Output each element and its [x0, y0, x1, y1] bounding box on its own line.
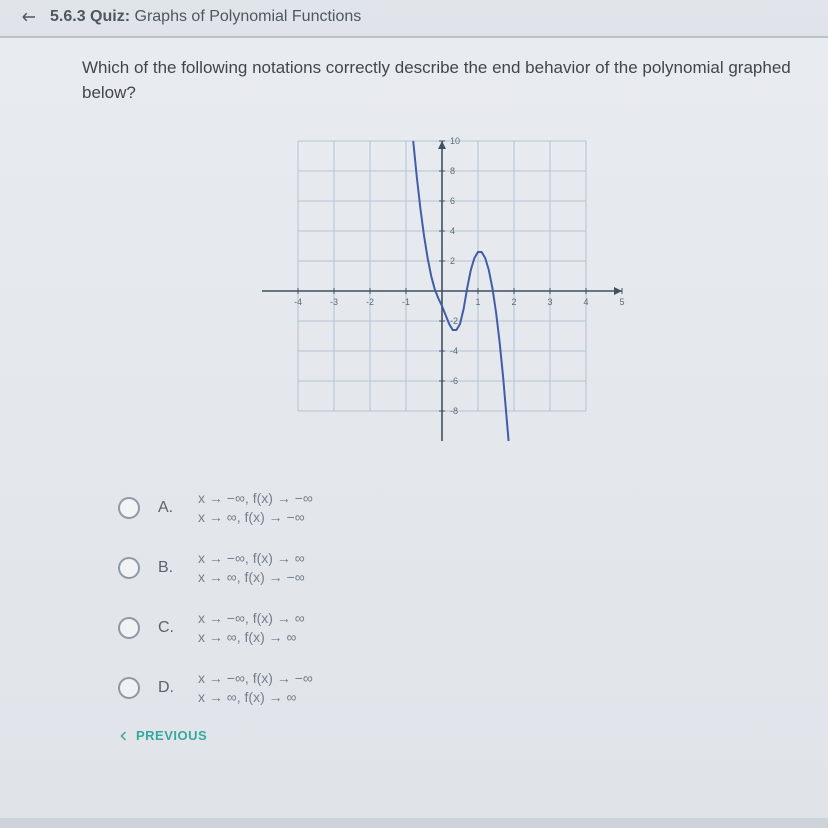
- svg-text:5: 5: [619, 297, 624, 307]
- svg-text:-1: -1: [402, 297, 410, 307]
- quiz-header: 5.6.3 Quiz: Graphs of Polynomial Functio…: [0, 0, 828, 38]
- previous-button[interactable]: PREVIOUS: [118, 728, 802, 743]
- answer-list: A. x → −∞, f(x) → −∞ x → ∞, f(x) → −∞ B.…: [118, 489, 802, 706]
- previous-label: PREVIOUS: [136, 728, 207, 743]
- svg-text:-4: -4: [294, 297, 302, 307]
- svg-text:4: 4: [450, 226, 455, 236]
- answer-option-c[interactable]: C. x → −∞, f(x) → ∞ x → ∞, f(x) → ∞: [118, 609, 802, 647]
- svg-text:-3: -3: [330, 297, 338, 307]
- svg-text:8: 8: [450, 166, 455, 176]
- svg-text:6: 6: [450, 196, 455, 206]
- svg-text:4: 4: [583, 297, 588, 307]
- quiz-label: Quiz:: [90, 8, 130, 25]
- content-area: Which of the following notations correct…: [0, 38, 828, 818]
- radio-d[interactable]: [118, 677, 140, 699]
- question-text: Which of the following notations correct…: [82, 56, 802, 105]
- svg-text:-6: -6: [450, 376, 458, 386]
- answer-letter: C.: [158, 619, 180, 637]
- svg-text:2: 2: [450, 256, 455, 266]
- section-number: 5.6.3: [50, 8, 86, 25]
- answer-math-b: x → −∞, f(x) → ∞ x → ∞, f(x) → −∞: [198, 549, 305, 587]
- svg-text:1: 1: [475, 297, 480, 307]
- radio-c[interactable]: [118, 617, 140, 639]
- answer-math-a: x → −∞, f(x) → −∞ x → ∞, f(x) → −∞: [198, 489, 313, 527]
- svg-text:-2: -2: [366, 297, 374, 307]
- graph-svg: -4 -3 -2 -1 1 2 3 4 5 -8 -6 -4 -2 2 4 6 8 10: [242, 121, 642, 461]
- radio-a[interactable]: [118, 497, 140, 519]
- svg-text:3: 3: [547, 297, 552, 307]
- svg-text:-4: -4: [450, 346, 458, 356]
- svg-text:2: 2: [511, 297, 516, 307]
- answer-letter: D.: [158, 679, 180, 697]
- answer-letter: A.: [158, 499, 180, 517]
- svg-text:-8: -8: [450, 406, 458, 416]
- svg-text:10: 10: [450, 136, 460, 146]
- polynomial-graph: -4 -3 -2 -1 1 2 3 4 5 -8 -6 -4 -2 2 4 6 8 10: [242, 121, 642, 461]
- answer-option-a[interactable]: A. x → −∞, f(x) → −∞ x → ∞, f(x) → −∞: [118, 489, 802, 527]
- svg-text:-2: -2: [450, 316, 458, 326]
- answer-option-d[interactable]: D. x → −∞, f(x) → −∞ x → ∞, f(x) → ∞: [118, 669, 802, 707]
- answer-math-c: x → −∞, f(x) → ∞ x → ∞, f(x) → ∞: [198, 609, 305, 647]
- quiz-topic: Graphs of Polynomial Functions: [135, 8, 362, 25]
- answer-letter: B.: [158, 559, 180, 577]
- answer-math-d: x → −∞, f(x) → −∞ x → ∞, f(x) → ∞: [198, 669, 313, 707]
- quiz-title: 5.6.3 Quiz: Graphs of Polynomial Functio…: [50, 8, 361, 26]
- radio-b[interactable]: [118, 557, 140, 579]
- answer-option-b[interactable]: B. x → −∞, f(x) → ∞ x → ∞, f(x) → −∞: [118, 549, 802, 587]
- chevron-left-icon: [118, 730, 130, 742]
- back-arrow-icon[interactable]: [20, 8, 38, 26]
